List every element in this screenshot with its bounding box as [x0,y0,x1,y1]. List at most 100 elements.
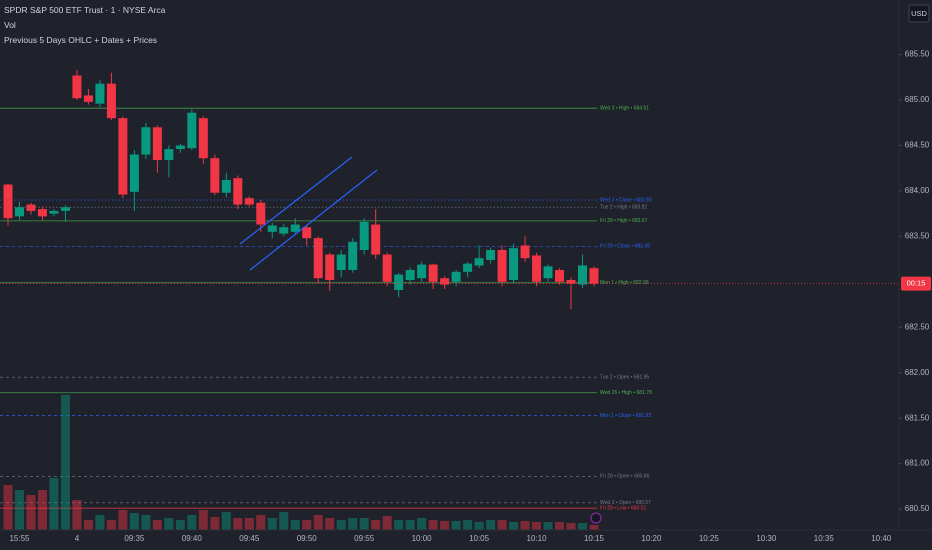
candle-body [566,280,576,284]
volume-bar [325,518,335,530]
level-label: Wed 3 • High • 684.91 [600,106,649,112]
candle-body [325,254,335,280]
volume-bar [336,520,346,530]
x-tick-label: 09:55 [354,534,375,543]
candle-body [95,83,105,104]
candle-body [175,145,185,150]
candle-body [394,274,404,290]
level-label: Tue 2 • High • 683.82 [600,205,647,211]
volume-bar [428,520,438,530]
candle-body [336,254,346,270]
y-tick-label: 682.50 [905,322,930,331]
indicator-name[interactable]: Previous 5 Days OHLC + Dates + Prices [4,35,157,45]
currency-button[interactable] [908,4,930,23]
volume-bar [152,520,162,530]
level-label: Fri 29 • Low • 680.51 [600,506,647,512]
volume-bar [26,495,36,530]
candle-body [463,263,473,272]
volume-bar [371,520,381,530]
trend-line[interactable] [249,169,378,271]
volume-bar [382,516,392,530]
volume-bar [118,510,128,530]
levels: Wed 3 • High • 684.91 Wed 3 • Close • 683… [0,106,652,512]
candle-body [164,149,174,160]
level-label: Fri 29 • Close • 683.39 [600,244,650,250]
candle-body [486,250,496,260]
volume-bar [244,518,254,530]
volume-bar [14,490,24,530]
candle-body [359,221,369,250]
price-tag [901,276,931,291]
x-tick-label: 10:35 [814,534,835,543]
candle-body [152,127,162,160]
level-label: Mon 1 • Close • 681.53 [600,413,651,419]
volume-bar [129,513,139,530]
y-tick-label: 681.50 [905,413,930,422]
candle-body [244,198,254,205]
x-tick-label: 09:40 [182,534,203,543]
x-tick-label: 10:15 [584,534,605,543]
candle-body [129,154,139,192]
volume-bar [509,522,519,530]
x-tick-label: 10:20 [641,534,662,543]
volume-bar [233,518,243,530]
volume-bar [83,520,93,530]
x-tick-label: 10:00 [412,534,433,543]
candle-body [49,210,59,214]
x-tick-label: 10:10 [527,534,548,543]
candle-body [290,224,300,232]
candle-body [543,266,553,279]
volume-bar [95,515,105,530]
level-label: Wed 3 • Close • 683.90 [600,197,652,203]
candle-body [279,227,289,234]
volume-bar [313,515,323,530]
indicator-name[interactable]: Vol [4,20,16,30]
candle-body [313,238,323,279]
y-tick-label: 684.00 [905,186,930,195]
level-label: Fri 29 • Open • 680.86 [600,474,650,480]
candle-body [118,118,128,195]
volume-bar [543,522,553,530]
candle-body [14,207,24,217]
chart-title: SPDR S&P 500 ETF Trust · 1 · NYSE Arca [4,5,166,15]
volume-bar [520,521,530,530]
trend-line[interactable] [239,156,353,245]
candle-body [578,265,587,285]
volume-bar [198,510,208,530]
candle-body [37,209,47,217]
candle-body [555,270,565,282]
axes: 680.50 681.00 681.50 682.00 682.50 683.50 684.… [0,50,931,543]
x-tick-label: 10:30 [756,534,777,543]
volume-bar [164,518,174,530]
candle-body [417,264,427,279]
y-tick-label: 682.00 [905,368,930,377]
candle-body [382,254,392,282]
volume-bar [486,520,496,530]
volume-bar [279,512,289,530]
y-tick-label: 685.00 [905,95,930,104]
candle-body [371,224,381,255]
volume-bar [497,520,507,530]
volume-bar [210,517,220,530]
volume-pane [3,395,599,530]
volume-bar [566,523,576,530]
y-tick-label: 681.00 [905,459,930,468]
candle-body [60,207,70,211]
volume-bar [72,500,82,530]
candle-body [532,255,542,282]
candle-body [83,95,93,102]
candle-body [520,245,530,259]
event-icon[interactable] [590,512,602,524]
candle-body [187,112,197,149]
x-tick-label: 10:40 [871,534,892,543]
candle-body [267,225,277,232]
volume-bar [302,520,312,530]
volume-bar [405,520,415,530]
volume-bar [417,518,427,530]
currency-label[interactable]: USD [911,9,927,18]
volume-bar [175,520,185,530]
x-tick-label: 15:55 [9,534,30,543]
volume-bar [589,525,599,530]
level-label: Tue 2 • Open • 681.95 [600,375,649,381]
